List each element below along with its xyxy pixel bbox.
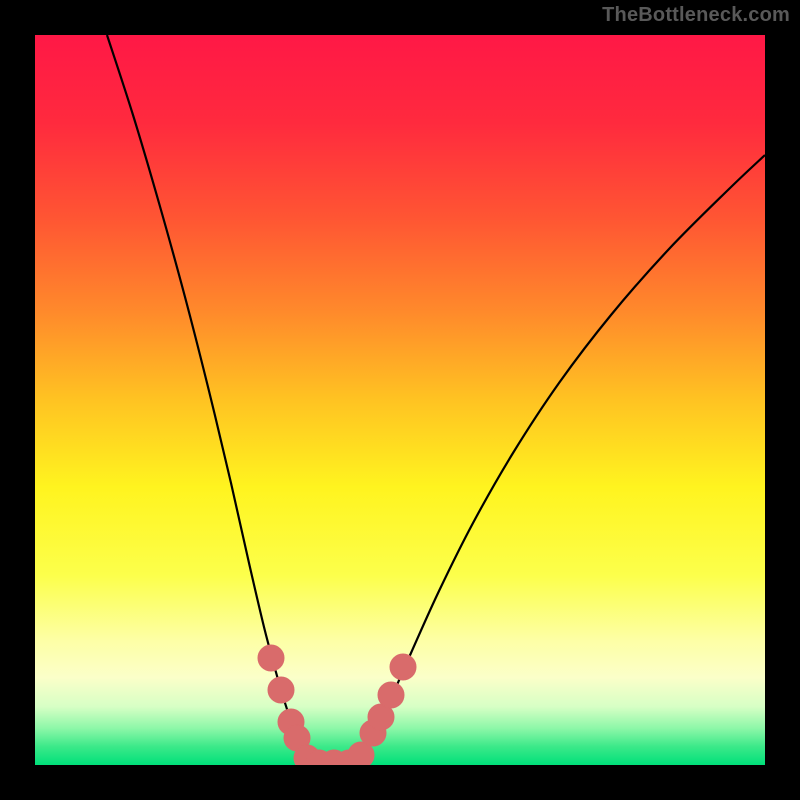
sample-marker xyxy=(378,682,404,708)
sample-marker xyxy=(390,654,416,680)
bottleneck-chart xyxy=(0,0,800,800)
sample-marker xyxy=(258,645,284,671)
watermark-text: TheBottleneck.com xyxy=(602,4,790,27)
sample-marker xyxy=(268,677,294,703)
figure-root: TheBottleneck.com xyxy=(0,0,800,800)
